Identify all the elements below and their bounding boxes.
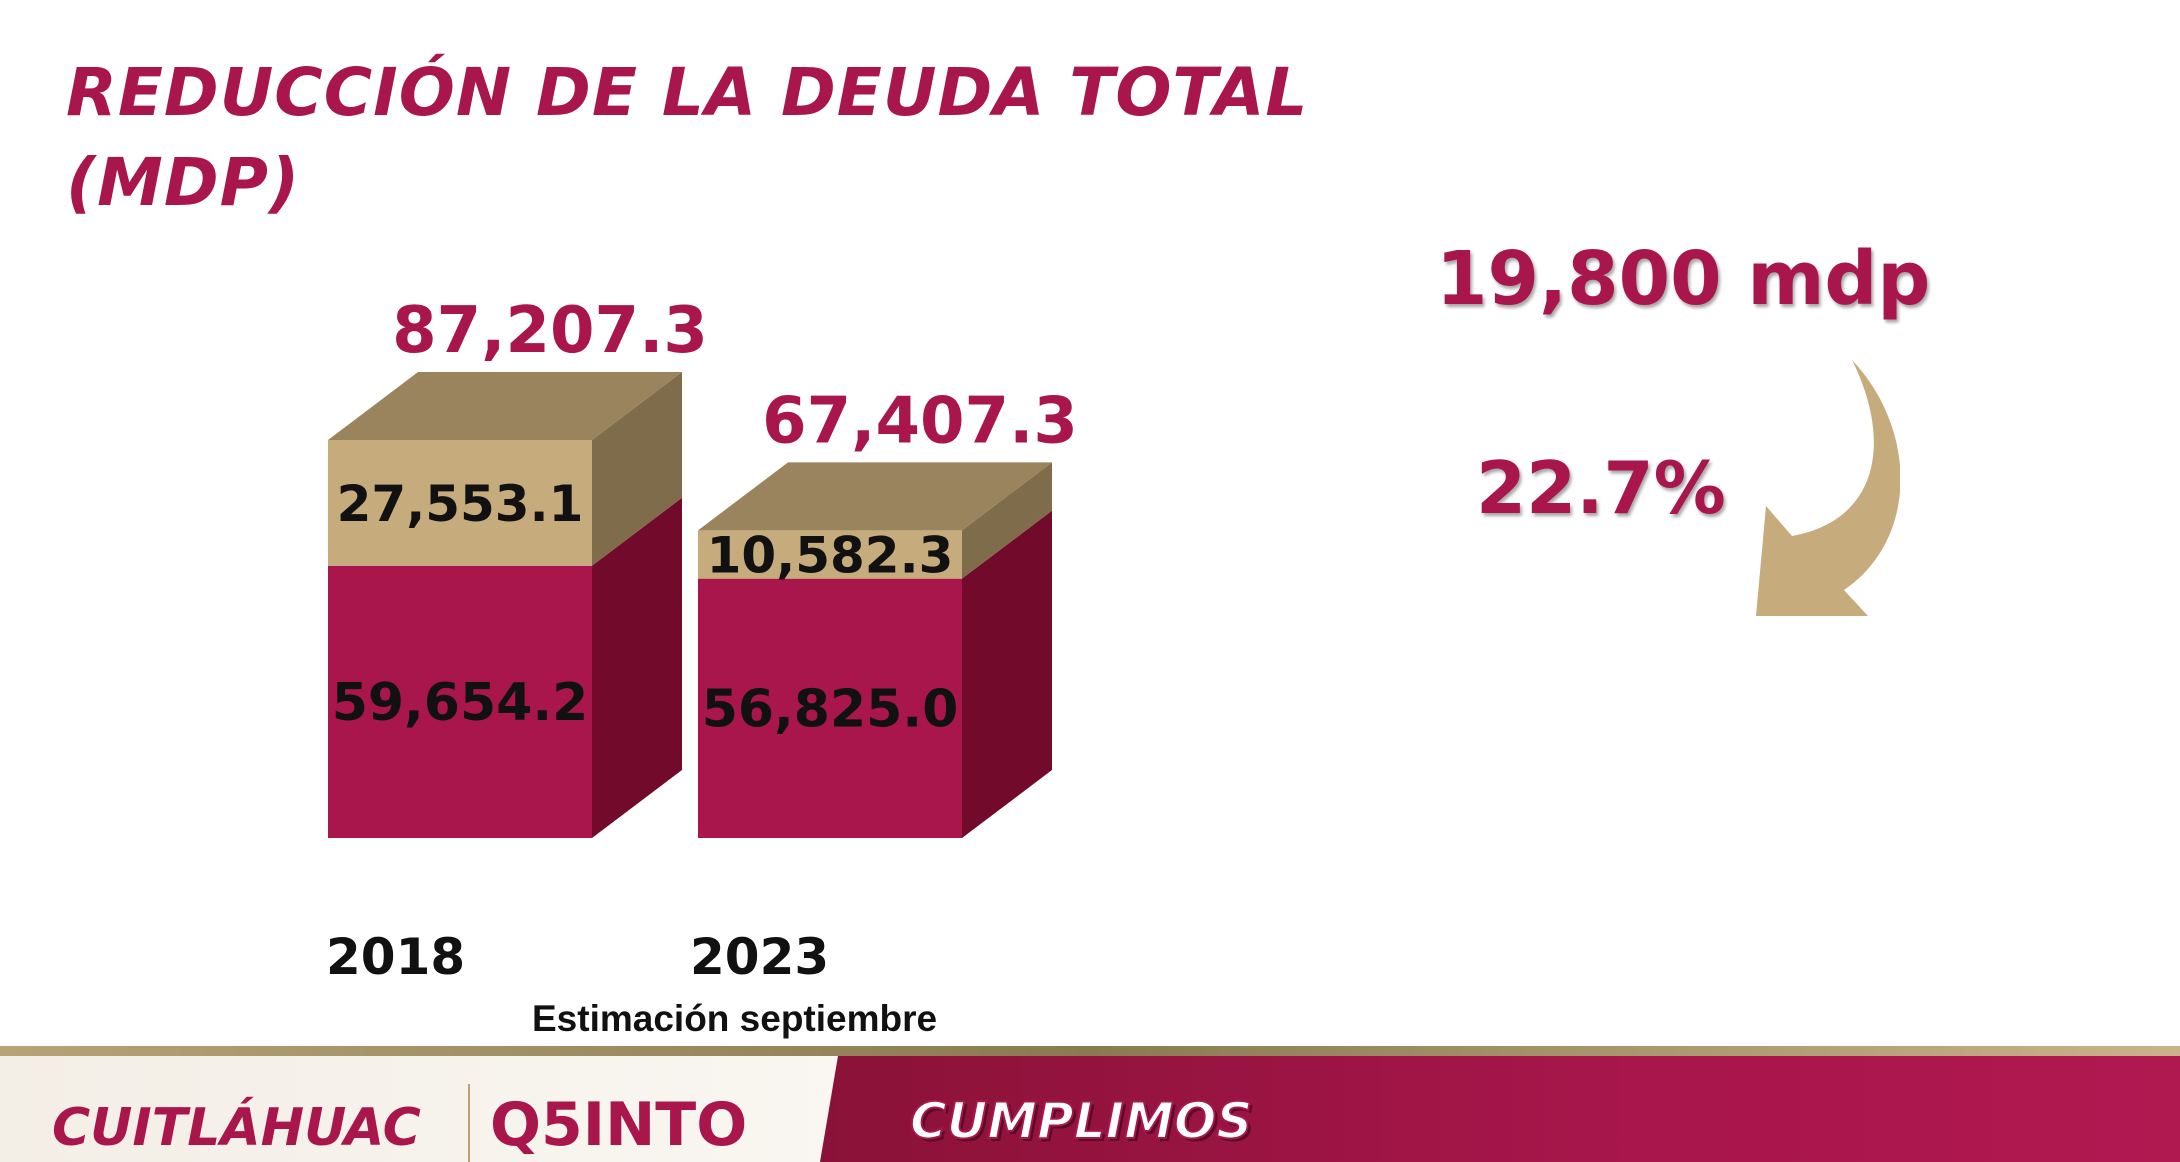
estimate-note: Estimación septiembre bbox=[532, 998, 938, 1039]
title-line-1: REDUCCIÓN DE LA DEUDA TOTAL bbox=[66, 54, 1309, 131]
bar-front-upper-2023 bbox=[698, 530, 962, 579]
slogan-logo: CUMPLIMOS bbox=[909, 1091, 1253, 1151]
reduction-amount: 19,800 mdp bbox=[1436, 236, 1931, 322]
footer-divider bbox=[468, 1084, 470, 1162]
quinto-logo: Q5INTO bbox=[490, 1090, 748, 1160]
bar-side-lower-2023 bbox=[962, 510, 1052, 838]
brand-logo: CUITLÁHUAC bbox=[52, 1098, 421, 1158]
total-label-2023: 67,407.3 bbox=[762, 384, 1078, 458]
bar-side-lower-2018 bbox=[592, 497, 682, 838]
segment-label-upper-2018: 27,553.1 bbox=[337, 475, 584, 533]
reduction-percent: 22.7% bbox=[1476, 446, 1726, 530]
debt-bar-chart: 59,654.2 27,553.1 87,207.3 56,825.0 10,582.3… bbox=[328, 294, 1078, 838]
segment-label-lower-2018: 59,654.2 bbox=[332, 673, 589, 733]
bar-top-2023 bbox=[698, 462, 1052, 531]
bar-side-upper-2023 bbox=[962, 462, 1052, 579]
bar-front-upper-2018 bbox=[328, 440, 592, 566]
x-tick-2023: 2023 bbox=[690, 928, 830, 986]
bar-side-upper-2018 bbox=[592, 372, 682, 566]
bar-top-2018 bbox=[328, 372, 682, 440]
segment-label-lower-2023: 56,825.0 bbox=[702, 679, 959, 739]
bar-front-lower-2018 bbox=[328, 565, 592, 838]
footer-banner: CUITLÁHUAC Q5INTO CUMPLIMOS bbox=[0, 1046, 2180, 1162]
footer-right-panel bbox=[820, 1056, 2180, 1162]
title-line-2: (MDP) bbox=[66, 144, 301, 221]
footer-gold-line bbox=[0, 1046, 2180, 1056]
curved-down-arrow-icon bbox=[1756, 360, 1900, 616]
page-title: REDUCCIÓN DE LA DEUDA TOTAL (MDP) bbox=[66, 48, 1308, 228]
segment-label-upper-2023: 10,582.3 bbox=[707, 527, 954, 585]
x-tick-2018: 2018 bbox=[326, 928, 466, 986]
bar-front-lower-2023 bbox=[698, 578, 962, 838]
footer-left-panel bbox=[0, 1056, 880, 1162]
total-label-2018: 87,207.3 bbox=[392, 294, 708, 368]
